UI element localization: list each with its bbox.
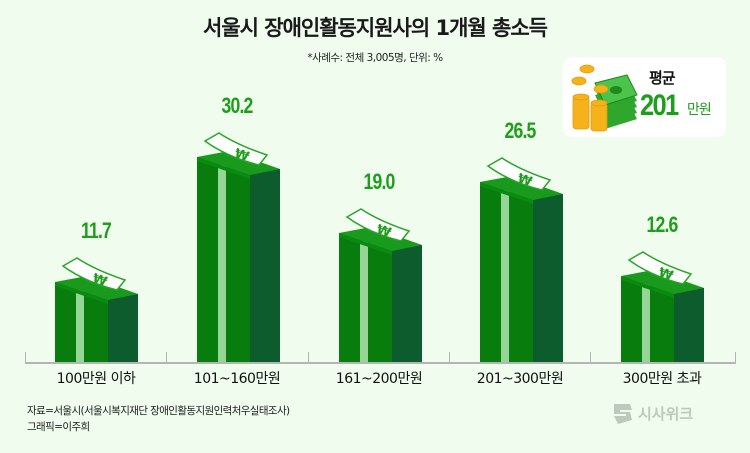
bar-side-face — [674, 288, 704, 362]
x-axis-line — [25, 362, 736, 364]
credit-text: 그래픽=이주희 — [27, 421, 90, 433]
watermark-logo: 시사위크 — [612, 400, 693, 426]
banknote-icon: ₩ — [621, 251, 704, 298]
svg-text:₩: ₩ — [375, 222, 394, 241]
x-axis-tick — [166, 352, 167, 363]
bar: ₩ — [55, 252, 138, 362]
banknote-icon: ₩ — [55, 257, 138, 304]
bar-value-label: 12.6 — [646, 212, 678, 237]
bar-side-face — [108, 294, 138, 362]
bar-value-label: 26.5 — [504, 118, 536, 143]
bar-side-face — [250, 169, 280, 362]
source-text: 자료=서울시(서울시복지재단 장애인활동지원인력처우실태조사) — [27, 405, 290, 417]
bar-value-label: 11.7 — [80, 218, 112, 243]
average-label: 평균 — [649, 69, 676, 87]
x-axis-tick — [590, 352, 591, 363]
x-axis-category-label: 101~160만원 — [193, 371, 281, 387]
bar-highlight-stripe — [360, 241, 368, 362]
bar: ₩ — [339, 203, 422, 362]
x-axis-tick — [25, 352, 26, 363]
svg-text:₩: ₩ — [233, 146, 252, 165]
x-axis-category-label: 300만원 초과 — [622, 371, 702, 387]
x-axis-category-label: 100만원 이하 — [56, 371, 136, 387]
bar-highlight-stripe — [501, 190, 509, 362]
svg-text:₩: ₩ — [657, 265, 676, 284]
average-unit: 만원 — [687, 102, 712, 118]
watermark-text: 시사위크 — [638, 404, 694, 423]
bar: ₩ — [197, 127, 280, 362]
svg-text:₩: ₩ — [91, 271, 110, 290]
x-axis-tick — [308, 352, 309, 363]
x-axis-category-label: 161~200만원 — [335, 371, 423, 387]
chart-title: 서울시 장애인활동지원사의 1개월 총소득 — [203, 16, 548, 40]
banknote-icon: ₩ — [197, 132, 280, 179]
chart-subtitle: *사례수: 전체 3,005명, 단위: % — [307, 52, 443, 64]
source-note: 자료=서울시(서울시복지재단 장애인활동지원인력처우실태조사) 그래픽=이주희 — [27, 403, 290, 435]
bar-highlight-stripe — [76, 290, 84, 362]
bar: ₩ — [621, 246, 704, 362]
bar-highlight-stripe — [218, 165, 226, 362]
sisaweek-logo-icon — [614, 404, 632, 424]
x-axis-tick — [735, 352, 736, 363]
bar: ₩ — [480, 152, 563, 362]
average-callout: 평균 201 만원 — [563, 57, 726, 137]
x-axis-category-label: 201~300만원 — [476, 371, 564, 387]
money-stack-coins-icon — [571, 64, 638, 132]
bar-highlight-stripe — [642, 284, 650, 362]
svg-text:₩: ₩ — [516, 171, 535, 190]
bar-side-face — [533, 194, 563, 362]
banknote-icon: ₩ — [480, 157, 563, 204]
average-value: 201 — [640, 89, 679, 122]
x-axis-tick — [449, 352, 450, 363]
bar-value-label: 19.0 — [363, 169, 395, 194]
banknote-icon: ₩ — [339, 208, 422, 255]
bar-value-label: 30.2 — [221, 93, 253, 118]
bar-side-face — [392, 245, 422, 362]
